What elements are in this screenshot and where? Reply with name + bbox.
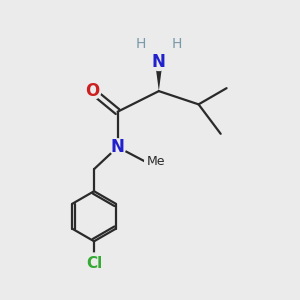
Text: N: N (111, 138, 124, 156)
Circle shape (150, 53, 168, 70)
Text: H: H (171, 37, 182, 51)
Circle shape (110, 139, 126, 155)
Circle shape (84, 253, 104, 274)
Text: Me: Me (147, 155, 165, 168)
Circle shape (170, 38, 183, 50)
Circle shape (135, 38, 148, 50)
Text: O: O (85, 82, 100, 100)
Text: Cl: Cl (86, 256, 102, 271)
Circle shape (84, 83, 101, 99)
Text: H: H (136, 37, 146, 51)
Polygon shape (155, 62, 163, 91)
Circle shape (145, 151, 167, 173)
Text: N: N (152, 53, 166, 71)
